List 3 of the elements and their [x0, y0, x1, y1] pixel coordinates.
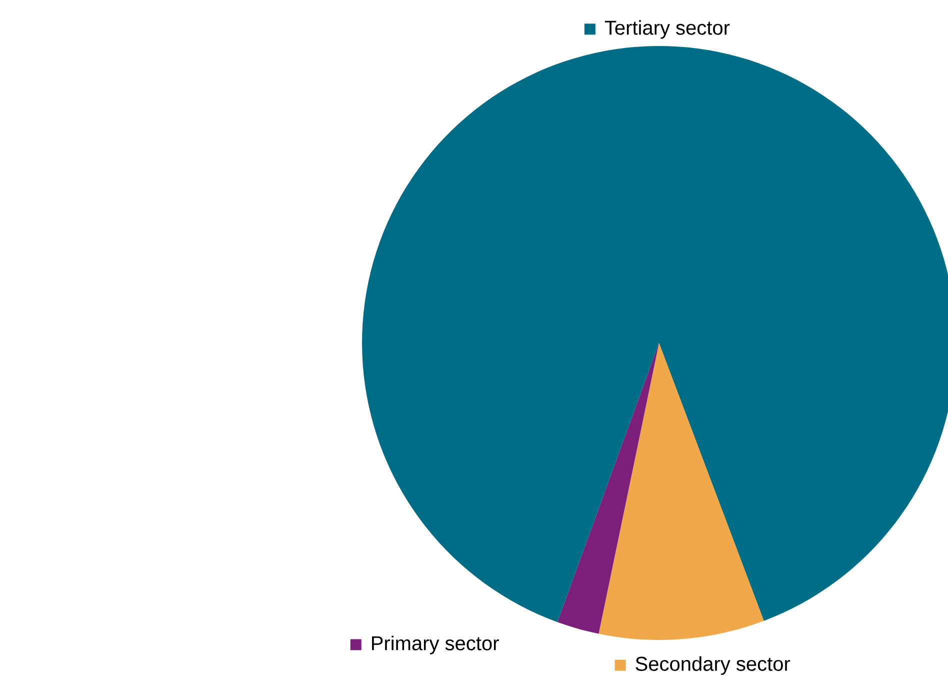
- legend-label: Primary sector: [372, 636, 499, 654]
- legend-label: Tertiary sector: [604, 20, 730, 39]
- legend-label: Secondary sector: [636, 656, 790, 675]
